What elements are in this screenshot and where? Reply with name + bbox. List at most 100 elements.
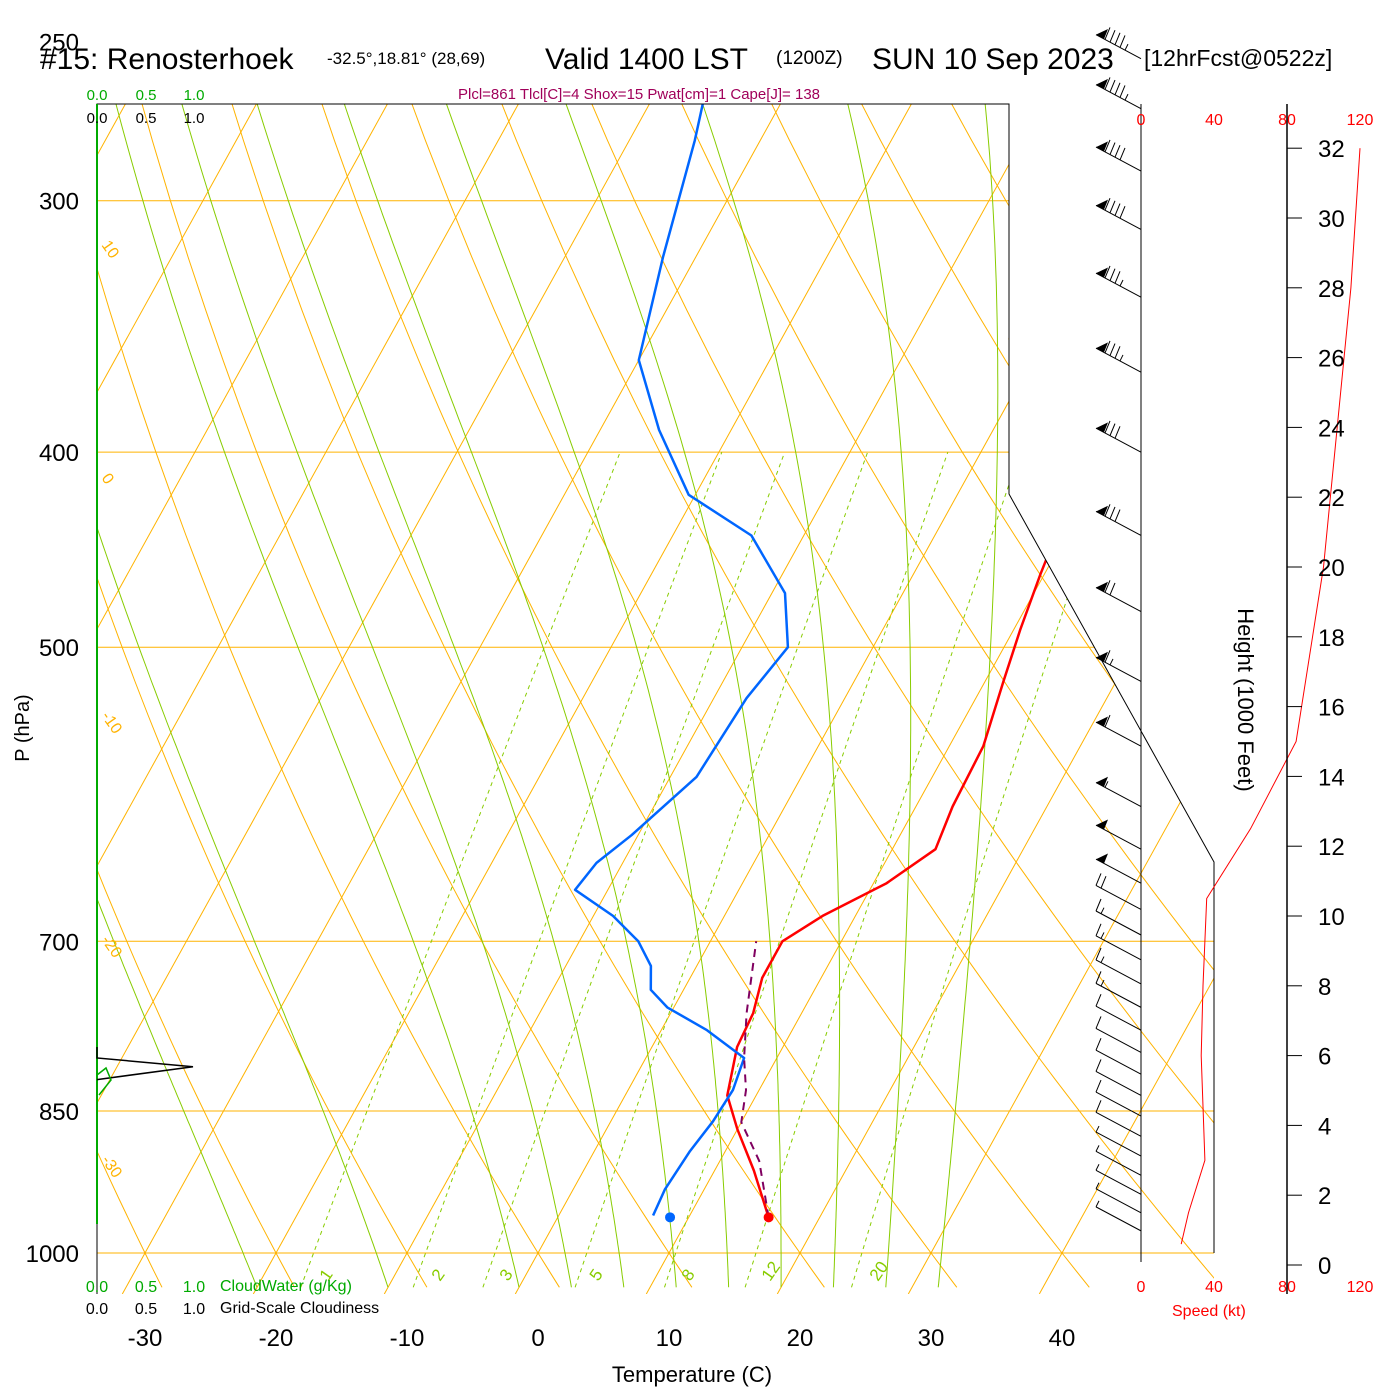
cloudiness-tick: 0.0 bbox=[86, 1301, 108, 1318]
mixing-ratio-line bbox=[574, 452, 869, 1288]
wind-barb bbox=[1095, 1200, 1142, 1232]
height-tick-label: 18 bbox=[1318, 625, 1345, 652]
dry-adiabat-line bbox=[724, 104, 1214, 1288]
mixing-ratio-line bbox=[412, 452, 723, 1288]
cloudiness-tick: 1.0 bbox=[184, 110, 205, 127]
cloud-water-tick: 0.5 bbox=[135, 1279, 157, 1296]
temperature-tick-label: 20 bbox=[787, 1325, 814, 1352]
isotherm-line bbox=[97, 104, 519, 1294]
moist-adiabat-label: 20 bbox=[1101, 639, 1139, 677]
stability-indices: Plcl=861 Tlcl[C]=4 Shox=15 Pwat[cm]=1 Ca… bbox=[458, 86, 820, 103]
pressure-tick-label: 250 bbox=[39, 29, 79, 56]
chart-title-zulu: (1200Z) bbox=[776, 48, 843, 69]
dry-adiabat-line bbox=[812, 104, 1214, 1288]
dry-adiabat-line bbox=[1160, 104, 1214, 1288]
moist-adiabat-line bbox=[97, 104, 389, 1288]
parcel-line bbox=[740, 941, 770, 1218]
moist-adiabat-line bbox=[97, 104, 258, 1288]
temperature-tick-label: 40 bbox=[1049, 1325, 1076, 1352]
isotherm-line bbox=[776, 104, 1214, 1294]
cloud-water-label: CloudWater (g/Kg) bbox=[220, 1278, 352, 1295]
dry-adiabat-line bbox=[550, 104, 1214, 1288]
height-axis-title: Height (1000 Feet) bbox=[1233, 608, 1258, 791]
moist-adiabat-label: 30 bbox=[1167, 763, 1205, 801]
dry-adiabat-line bbox=[97, 104, 163, 1288]
chart-title-coords: -32.5°,18.81° (28,69) bbox=[327, 49, 485, 68]
height-tick-label: 10 bbox=[1318, 904, 1345, 931]
mixing-ratio-label: 12 bbox=[758, 1258, 784, 1284]
wind-barb bbox=[1095, 947, 1142, 985]
wind-speed-profile bbox=[1180, 148, 1361, 1245]
speed-tick-top: 0 bbox=[1137, 112, 1146, 129]
chart-title-valid: Valid 1400 LST bbox=[545, 43, 748, 76]
dry-adiabat-line bbox=[637, 104, 1214, 1288]
speed-axis-label: Speed (kt) bbox=[1172, 1303, 1246, 1320]
wind-barb bbox=[1095, 139, 1142, 172]
pressure-tick-label: 700 bbox=[39, 929, 79, 956]
wind-barb bbox=[1095, 77, 1142, 110]
wind-barbs bbox=[1095, 27, 1142, 1232]
wind-barb bbox=[1095, 340, 1142, 373]
dry-adiabat-label: -30 bbox=[98, 1153, 125, 1182]
temperature-tick-label: -20 bbox=[259, 1325, 294, 1352]
wind-barb bbox=[1095, 1125, 1142, 1157]
height-tick-label: 2 bbox=[1318, 1183, 1331, 1210]
wind-barb bbox=[1095, 1182, 1142, 1214]
moist-adiabat-line bbox=[99, 104, 520, 1288]
wind-barb bbox=[1095, 1038, 1142, 1075]
height-tick-label: 0 bbox=[1318, 1253, 1331, 1280]
wind-barb bbox=[1095, 923, 1142, 961]
pressure-tick-label: 1000 bbox=[26, 1241, 79, 1268]
wind-barb bbox=[1095, 580, 1142, 612]
wind-barb bbox=[1095, 650, 1142, 682]
wind-barb bbox=[1095, 1016, 1142, 1053]
dry-adiabat-line bbox=[289, 104, 958, 1288]
isotherm-line bbox=[97, 104, 650, 1294]
isotherm-line bbox=[97, 104, 257, 1294]
speed-tick-top: 120 bbox=[1347, 112, 1374, 129]
cloudiness-tick: 1.0 bbox=[183, 1301, 205, 1318]
moist-adiabat-line bbox=[680, 104, 841, 1288]
wind-barb bbox=[1095, 1145, 1142, 1176]
moist-adiabat-line bbox=[323, 104, 677, 1288]
mixing-ratio-label: 2 bbox=[428, 1266, 449, 1285]
speed-tick-bottom: 120 bbox=[1347, 1279, 1374, 1296]
cloud-water-tick: 1.0 bbox=[184, 87, 205, 104]
height-tick-label: 24 bbox=[1318, 415, 1345, 442]
mixing-ratio-line bbox=[482, 452, 786, 1288]
cloudiness-profile bbox=[96, 1047, 194, 1081]
x-axis-label: Temperature (C) bbox=[612, 1362, 772, 1387]
height-tick-label: 22 bbox=[1318, 485, 1345, 512]
dry-adiabat-line bbox=[97, 104, 428, 1288]
mixing-ratio-line bbox=[851, 452, 1116, 1288]
moist-adiabat-label: 10 bbox=[1030, 513, 1068, 551]
height-tick-label: 28 bbox=[1318, 276, 1345, 303]
speed-tick-top: 40 bbox=[1205, 112, 1223, 129]
mixing-ratio-line bbox=[300, 452, 621, 1288]
mixing-ratio-label: 8 bbox=[678, 1266, 699, 1285]
y-axis-label: P (hPa) bbox=[12, 694, 34, 761]
speed-tick-bottom: 40 bbox=[1205, 1279, 1223, 1296]
temperature-tick-label: -30 bbox=[128, 1325, 163, 1352]
dry-adiabat-line bbox=[115, 104, 693, 1288]
temperature-tick-label: 10 bbox=[656, 1325, 683, 1352]
height-tick-label: 8 bbox=[1318, 974, 1331, 1001]
dry-adiabat-label: -20 bbox=[98, 933, 125, 962]
temperature-axis-labels: -30 -20 -10 0 10 20 30 40 bbox=[128, 1325, 1076, 1352]
temperature-line bbox=[726, 104, 1150, 1218]
surface-temperature-dot bbox=[763, 1212, 774, 1223]
temperature-tick-label: 30 bbox=[918, 1325, 945, 1352]
moist-adiabat-line bbox=[542, 104, 782, 1288]
moist-adiabat-line bbox=[831, 104, 912, 1288]
wind-barb bbox=[1095, 27, 1142, 60]
height-tick-label: 6 bbox=[1318, 1044, 1331, 1071]
pressure-tick-label: 400 bbox=[39, 440, 79, 467]
cloud-scale-labels: 0.0 0.5 1.0 0.0 0.5 1.0 0.0 0.5 1.0 0.0 0.5 1.0 bbox=[86, 87, 205, 1318]
pressure-tick-label: 500 bbox=[39, 635, 79, 662]
moist-adiabat-line bbox=[164, 104, 572, 1288]
pressure-axis-labels: 250 300 400 500 700 850 1000 bbox=[26, 29, 79, 1268]
wind-barb bbox=[1095, 898, 1142, 936]
isotherm-line bbox=[252, 104, 912, 1294]
